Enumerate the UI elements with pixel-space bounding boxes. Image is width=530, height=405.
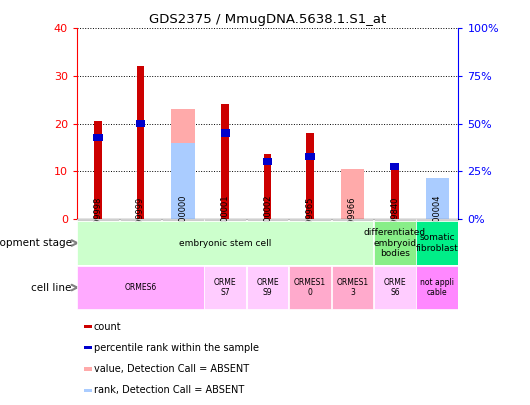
Bar (205, 266, 246, 309)
Bar (77, 221, 373, 265)
Bar (374, 219, 416, 221)
Bar (390, 163, 400, 170)
Text: ORMES6: ORMES6 (125, 283, 156, 292)
Bar (417, 219, 458, 221)
Text: GSM100004: GSM100004 (433, 194, 441, 245)
Bar (84, 389, 92, 392)
Bar (332, 219, 373, 221)
Bar (247, 219, 288, 221)
Text: percentile rank within the sample: percentile rank within the sample (94, 343, 259, 353)
Bar (171, 109, 195, 219)
Bar (77, 219, 119, 221)
Bar (264, 162, 271, 219)
Bar (84, 367, 92, 371)
Bar (289, 219, 331, 221)
Bar (374, 221, 416, 265)
Text: ORMES1
0: ORMES1 0 (294, 278, 326, 297)
Bar (94, 121, 102, 219)
Bar (162, 219, 204, 221)
Bar (417, 221, 458, 265)
Title: GDS2375 / MmugDNA.5638.1.S1_at: GDS2375 / MmugDNA.5638.1.S1_at (149, 13, 386, 26)
Text: ORME
S7: ORME S7 (214, 278, 236, 297)
Text: GSM100002: GSM100002 (263, 194, 272, 245)
Bar (94, 138, 102, 219)
Text: development stage: development stage (0, 238, 72, 248)
Text: not appli
cable: not appli cable (420, 278, 454, 297)
Text: ORME
S6: ORME S6 (384, 278, 406, 297)
Bar (306, 157, 314, 219)
Bar (136, 120, 145, 127)
Bar (137, 66, 144, 219)
Bar (391, 166, 399, 219)
Bar (341, 169, 364, 219)
Bar (93, 134, 103, 141)
Text: cell line: cell line (31, 283, 72, 292)
Bar (426, 178, 449, 219)
Text: ORME
S9: ORME S9 (257, 278, 279, 297)
Bar (120, 219, 161, 221)
Text: GSM100000: GSM100000 (179, 194, 187, 245)
Text: GSM99998: GSM99998 (94, 197, 102, 243)
Bar (426, 190, 449, 219)
Bar (289, 266, 331, 309)
Text: GSM99966: GSM99966 (348, 197, 357, 243)
Bar (222, 133, 229, 219)
Text: value, Detection Call = ABSENT: value, Detection Call = ABSENT (94, 364, 249, 374)
Text: GSM99965: GSM99965 (306, 197, 314, 243)
Text: GSM100001: GSM100001 (221, 194, 229, 245)
Bar (222, 104, 229, 219)
Text: GSM99840: GSM99840 (391, 197, 399, 243)
Text: rank, Detection Call = ABSENT: rank, Detection Call = ABSENT (94, 385, 244, 395)
Bar (77, 266, 204, 309)
Text: differentiated
embryoid
bodies: differentiated embryoid bodies (364, 228, 426, 258)
Bar (171, 143, 195, 219)
Bar (391, 169, 399, 219)
Bar (417, 266, 458, 309)
Bar (137, 124, 144, 219)
Text: ORMES1
3: ORMES1 3 (337, 278, 368, 297)
Bar (306, 133, 314, 219)
Bar (84, 325, 92, 328)
Text: embryonic stem cell: embryonic stem cell (179, 239, 271, 247)
Bar (305, 153, 315, 160)
Bar (84, 346, 92, 350)
Bar (332, 266, 373, 309)
Bar (374, 266, 416, 309)
Bar (264, 154, 271, 219)
Text: GSM99999: GSM99999 (136, 197, 145, 242)
Bar (247, 266, 288, 309)
Bar (205, 219, 246, 221)
Text: count: count (94, 322, 121, 332)
Bar (263, 158, 272, 165)
Text: somatic
fibroblast: somatic fibroblast (416, 233, 458, 253)
Bar (220, 130, 230, 136)
